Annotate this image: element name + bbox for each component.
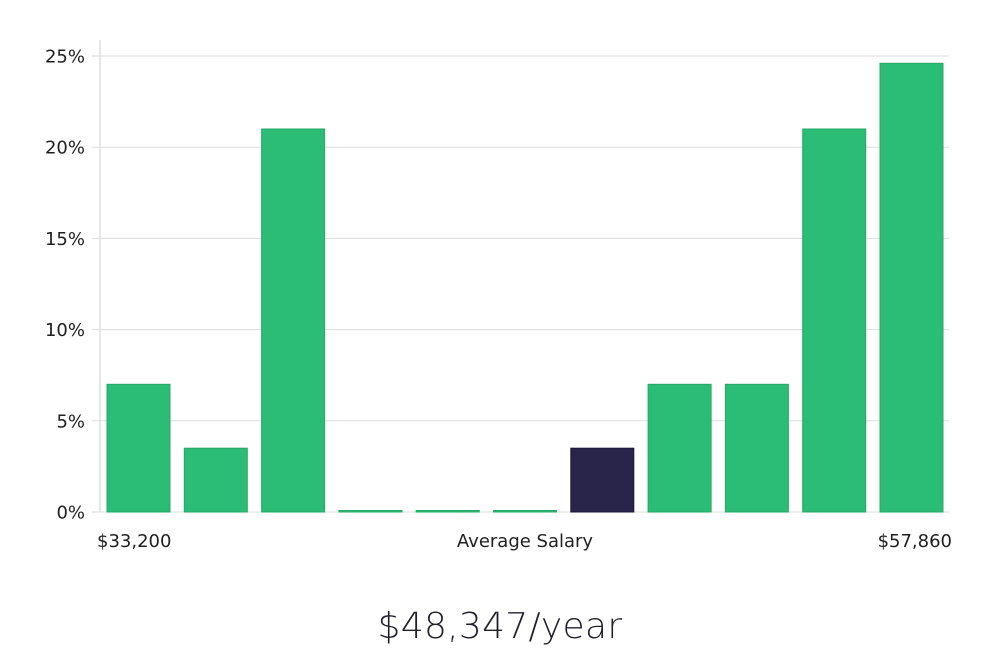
- y-tick-label: 20%: [45, 138, 85, 159]
- x-max-label: $57,860: [878, 531, 952, 552]
- x-min-label: $33,200: [97, 531, 171, 552]
- bar: [493, 510, 557, 513]
- bar: [338, 510, 403, 513]
- bar: [261, 128, 326, 513]
- x-axis-title: Average Salary: [457, 531, 594, 552]
- y-tick-label: 5%: [56, 411, 85, 432]
- labels-layer: $33,200 Average Salary $57,860 0% 5% 10% 15…: [45, 47, 952, 553]
- y-tick-label: 25%: [45, 47, 85, 68]
- bar: [647, 383, 712, 513]
- bar: [183, 447, 248, 513]
- bar: [879, 62, 944, 513]
- bar: [802, 128, 867, 513]
- bar: [415, 510, 480, 513]
- average-salary-value: $48,347/year: [377, 606, 623, 647]
- bar-highlighted: [570, 447, 635, 513]
- bars-layer: [106, 62, 944, 513]
- bar: [106, 383, 171, 513]
- bar: [724, 383, 789, 513]
- chart-svg: $33,200 Average Salary $57,860 0% 5% 10% 15…: [45, 40, 952, 553]
- y-tick-label: 0%: [56, 503, 85, 524]
- salary-distribution-chart: $33,200 Average Salary $57,860 0% 5% 10% 15…: [45, 40, 952, 553]
- y-tick-label: 10%: [45, 320, 85, 341]
- y-tick-label: 15%: [45, 229, 85, 250]
